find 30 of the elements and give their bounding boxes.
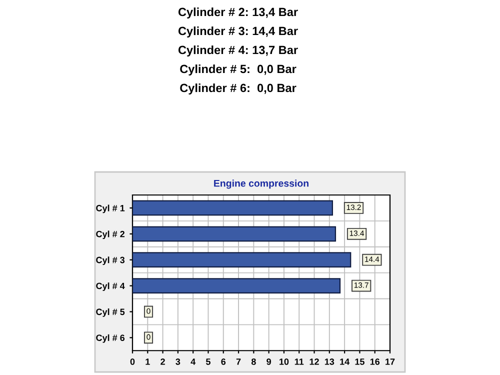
x-tick-label: 16 (370, 358, 380, 365)
x-tick-label: 3 (176, 358, 180, 365)
text: Cylinder # 3: 14,4 Bar (178, 26, 298, 38)
x-tick-label: 9 (266, 358, 271, 365)
x-tick-label: 17 (386, 358, 395, 365)
text: Cylinder # 2: 13,4 Bar (178, 8, 298, 18)
x-tick-label: 0 (130, 358, 135, 365)
text: Cylinder # 6: 0,0 Bar (180, 84, 296, 94)
x-tick-label: 12 (310, 358, 319, 365)
y-tick-label: Cyl # 3 (96, 256, 125, 265)
x-tick-label: 7 (236, 358, 241, 365)
x-tick-label: 6 (221, 358, 226, 365)
x-tick-label: 11 (294, 358, 304, 365)
x-tick-label: 10 (280, 358, 289, 365)
y-tick-label: Cyl # 6 (96, 334, 125, 343)
x-tick-label: 2 (160, 358, 165, 365)
y-tick-label: Cyl # 1 (96, 204, 125, 214)
chart-title: Engine compression (214, 180, 308, 189)
y-tick-label: Cyl # 4 (96, 282, 125, 291)
text: Cylinder # 5: 0,0 Bar (180, 64, 296, 76)
x-tick-label: 15 (355, 358, 364, 365)
y-tick-label: Cyl # 5 (96, 308, 125, 317)
x-tick-label: 8 (251, 358, 256, 365)
x-tick-label: 4 (190, 358, 196, 365)
text: Cylinder # 4: 13,7 Bar (178, 46, 298, 57)
x-tick-label: 13 (324, 358, 334, 365)
x-tick-label: 1 (146, 358, 150, 365)
y-tick-label: Cyl # 2 (96, 230, 124, 240)
x-tick-label: 14 (340, 358, 350, 365)
x-tick-label: 5 (206, 358, 210, 365)
